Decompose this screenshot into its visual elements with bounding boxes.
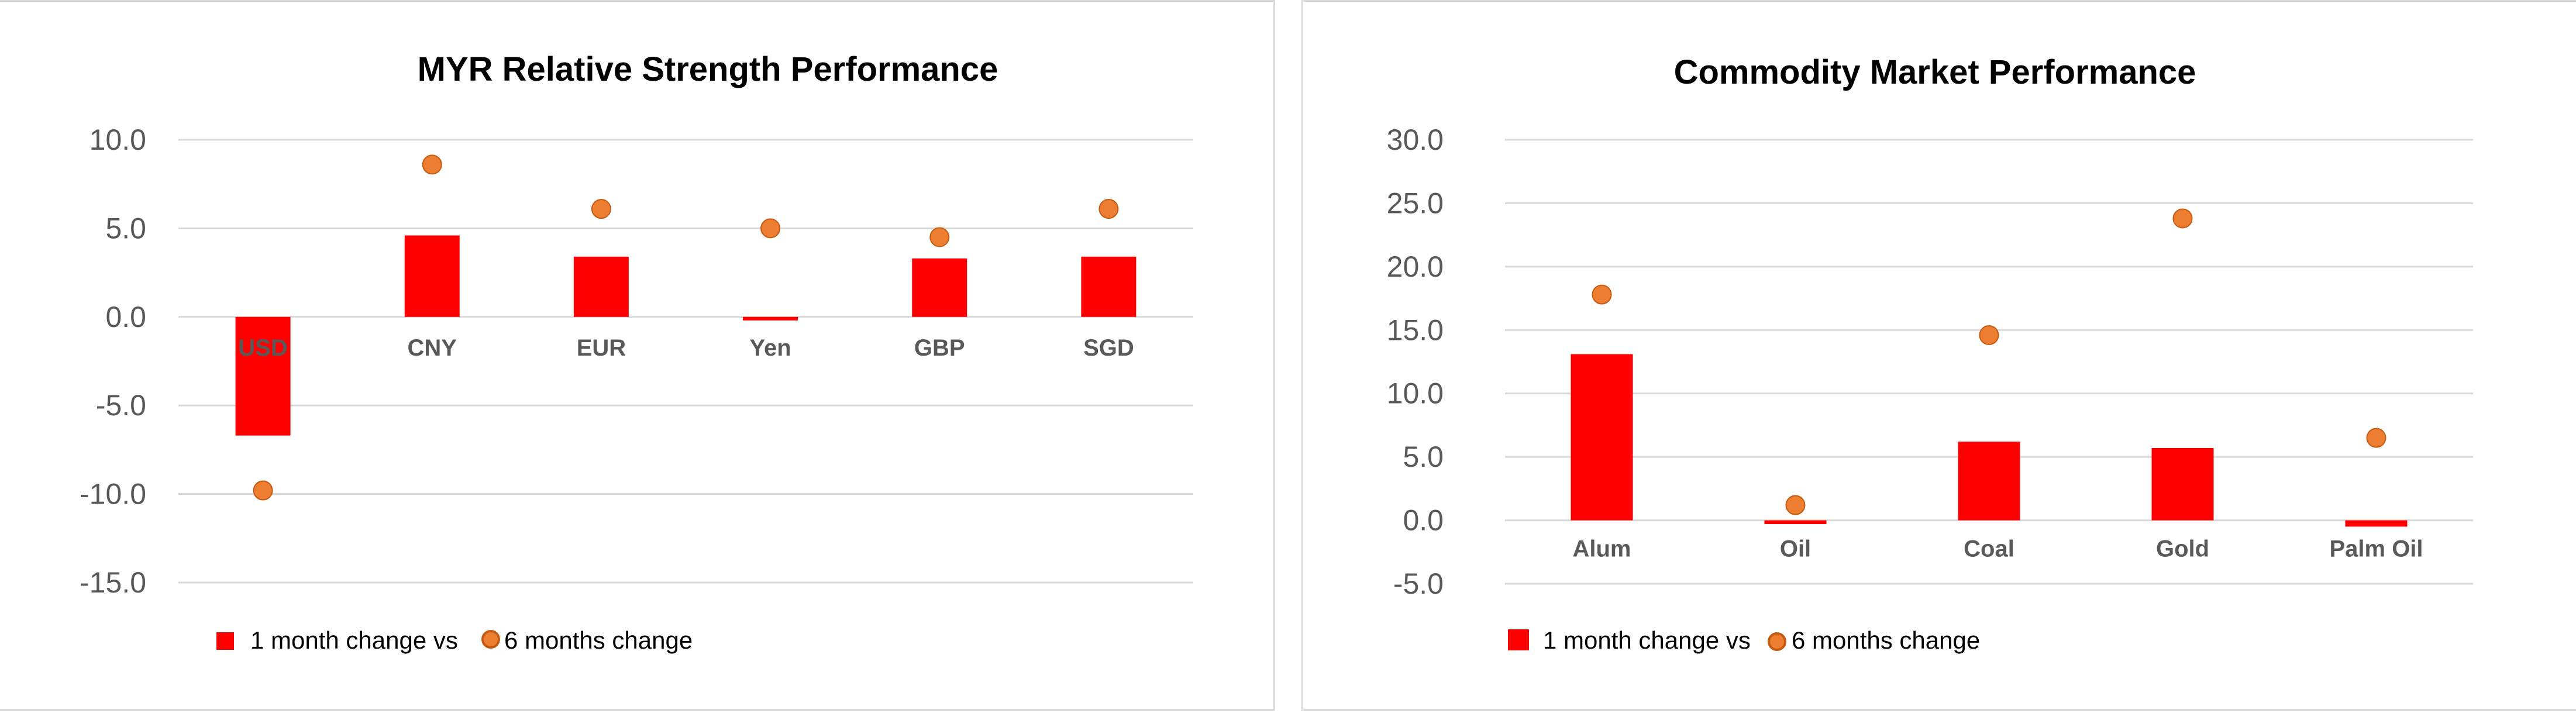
bar-gbp [912, 258, 967, 317]
y-axis-ticks: 10.0 5.0 0.0 -5.0 -10.0 -15.0 [80, 123, 146, 599]
legend-marker-swatch [1768, 632, 1786, 651]
marker-gold [2172, 208, 2193, 229]
bar-cny [404, 235, 460, 317]
commodity-chart-panel: Commodity Market Performance 30.0 25.0 20.… [1301, 0, 2576, 711]
x-tick-label: SGD [1083, 335, 1134, 361]
bar-coal [1958, 442, 2020, 521]
y-tick-label: -5.0 [1393, 567, 1444, 600]
y-tick-label: 20.0 [1387, 250, 1444, 283]
y-tick-label: -10.0 [80, 478, 146, 511]
bar-yen [743, 316, 798, 321]
y-tick-label: -5.0 [96, 389, 146, 422]
y-tick-label: 0.0 [1403, 504, 1444, 537]
y-axis-ticks: 30.0 25.0 20.0 15.0 10.0 5.0 0.0 -5.0 [1387, 123, 1444, 600]
markers [1592, 208, 2386, 515]
bar-usd [235, 316, 291, 436]
bars [235, 235, 1137, 436]
x-tick-label: USD [238, 335, 287, 361]
y-tick-label: 0.0 [105, 301, 146, 333]
legend-label-1m: 1 month change vs [1543, 626, 1751, 654]
bars [1571, 354, 2408, 527]
y-tick-label: 10.0 [1387, 377, 1444, 410]
marker-sgd [1098, 199, 1119, 219]
marker-cny [422, 154, 442, 175]
bar-eur [573, 256, 629, 317]
x-tick-label: Yen [750, 335, 791, 361]
x-tick-label: CNY [408, 335, 457, 361]
legend-label-6m: 6 months change [504, 626, 693, 654]
legend-label-1m: 1 month change vs [250, 626, 458, 654]
bar-alum [1571, 354, 1633, 521]
x-tick-label: Coal [1964, 536, 2014, 562]
chart-title: Commodity Market Performance [1674, 53, 2196, 91]
x-tick-label: Alum [1573, 536, 1631, 562]
legend-bar-swatch [216, 632, 234, 650]
legend: 1 month change vs 6 months change [216, 626, 693, 654]
marker-yen [760, 218, 781, 239]
marker-coal [1979, 325, 1999, 345]
y-tick-label: -15.0 [80, 566, 146, 599]
chart-title: MYR Relative Strength Performance [418, 50, 998, 88]
marker-oil [1785, 495, 1806, 515]
bar-palm-oil [2345, 520, 2408, 527]
marker-palm-oil [2366, 428, 2386, 448]
y-tick-label: 5.0 [1403, 440, 1444, 473]
y-tick-label: 10.0 [89, 123, 146, 156]
marker-gbp [929, 227, 950, 247]
myr-strength-chart: MYR Relative Strength Performance 10.0 5.… [80, 50, 1193, 654]
y-tick-label: 30.0 [1387, 123, 1444, 156]
markers [253, 154, 1119, 501]
marker-eur [591, 199, 611, 219]
bar-oil [1764, 520, 1827, 525]
y-tick-label: 25.0 [1387, 187, 1444, 219]
x-axis-ticks: Alum Oil Coal Gold Palm Oil [1573, 536, 2423, 562]
commodity-chart: Commodity Market Performance 30.0 25.0 20.… [1387, 53, 2473, 654]
marker-usd [253, 480, 273, 501]
marker-alum [1592, 284, 1612, 305]
x-tick-label: Palm Oil [2329, 536, 2423, 562]
gridlines [178, 139, 1193, 584]
legend-marker-swatch [481, 630, 500, 649]
legend-label-6m: 6 months change [1792, 626, 1980, 654]
x-axis-ticks: USD CNY EUR Yen GBP SGD [238, 335, 1134, 361]
x-tick-label: GBP [914, 335, 965, 361]
y-tick-label: 15.0 [1387, 314, 1444, 346]
myr-strength-chart-panel: MYR Relative Strength Performance 10.0 5.… [0, 0, 1275, 711]
y-tick-label: 5.0 [105, 212, 146, 244]
legend-bar-swatch [1508, 629, 1529, 650]
x-tick-label: Gold [2156, 536, 2209, 562]
x-tick-label: EUR [577, 335, 626, 361]
legend: 1 month change vs 6 months change [1508, 626, 1980, 654]
x-tick-label: Oil [1780, 536, 1811, 562]
bar-sgd [1081, 256, 1137, 317]
bar-gold [2151, 447, 2214, 521]
